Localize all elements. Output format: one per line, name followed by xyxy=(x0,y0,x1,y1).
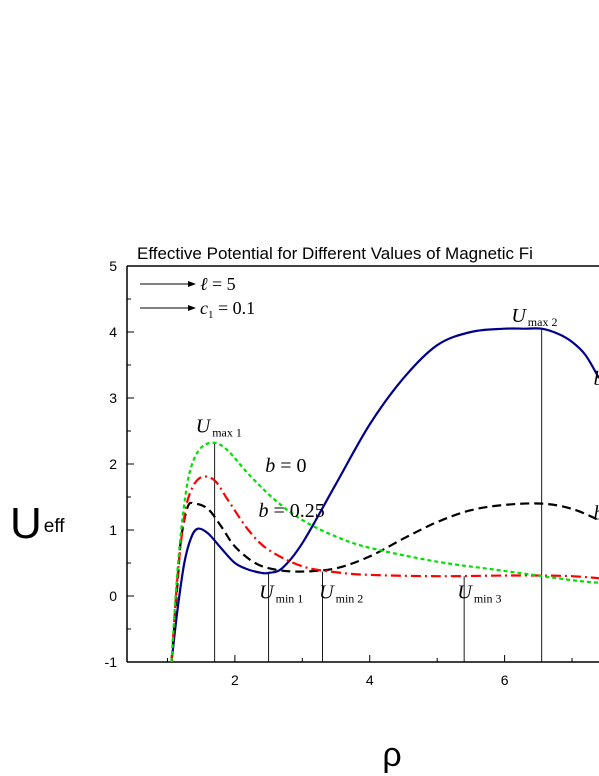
annotation-symbol: U xyxy=(457,582,473,604)
y-tick-label: 2 xyxy=(109,456,117,472)
series-line-red xyxy=(170,475,599,662)
annotation-text: = 0 xyxy=(275,455,306,477)
x-axis-label: ρ xyxy=(382,736,401,774)
y-tick-label: 4 xyxy=(109,324,117,340)
annotation: b xyxy=(594,502,599,524)
x-tick-label: 2 xyxy=(231,672,239,688)
chart-title: Effective Potential for Different Values… xyxy=(137,244,533,263)
annotation: b xyxy=(594,368,599,390)
annotation-subscript: min 3 xyxy=(474,592,502,606)
x-tick-label: 4 xyxy=(366,672,374,688)
annotation-symbol: U xyxy=(196,415,212,437)
x-tick-label: 6 xyxy=(501,672,509,688)
y-tick-label: 0 xyxy=(109,588,117,604)
legend-value: = 0.1 xyxy=(214,298,256,318)
legend-symbol: ℓ xyxy=(200,274,208,294)
annotation-subscript: max 2 xyxy=(528,315,558,329)
annotation-symbol: b xyxy=(265,455,275,477)
series-line-blue xyxy=(170,327,599,662)
legend-value: = 5 xyxy=(208,274,236,294)
y-tick-label: 1 xyxy=(109,522,117,538)
annotation-symbol: b xyxy=(258,500,268,522)
annotation-symbol: U xyxy=(511,305,527,327)
legend-subscript: 1 xyxy=(208,309,214,321)
series-line-black xyxy=(170,501,599,662)
legend-label: c1 = 0.1 xyxy=(200,298,255,321)
y-axis-label-main: U xyxy=(10,499,42,548)
annotation-symbol: b xyxy=(594,368,599,390)
y-tick-label: 5 xyxy=(109,258,117,274)
legend-arrow-head xyxy=(188,281,196,287)
annotation-subscript: min 1 xyxy=(276,592,304,606)
legend-arrow-head xyxy=(188,305,196,311)
annotation-subscript: min 2 xyxy=(336,592,364,606)
legend-symbol: c xyxy=(200,298,208,318)
annotation: b = 0 xyxy=(265,455,306,477)
annotation: b = 0.25 xyxy=(258,500,324,522)
y-tick-label: 3 xyxy=(109,390,117,406)
annotation-symbol: U xyxy=(259,582,275,604)
annotation-symbol: U xyxy=(319,582,335,604)
legend-label: ℓ = 5 xyxy=(200,274,236,294)
annotation-text: = 0.25 xyxy=(268,500,324,522)
y-axis-label-sub: eff xyxy=(44,516,66,537)
y-tick-label: -1 xyxy=(105,654,118,670)
annotation-subscript: max 1 xyxy=(212,425,242,439)
annotation-symbol: b xyxy=(594,502,599,524)
series-line-green xyxy=(170,441,599,662)
